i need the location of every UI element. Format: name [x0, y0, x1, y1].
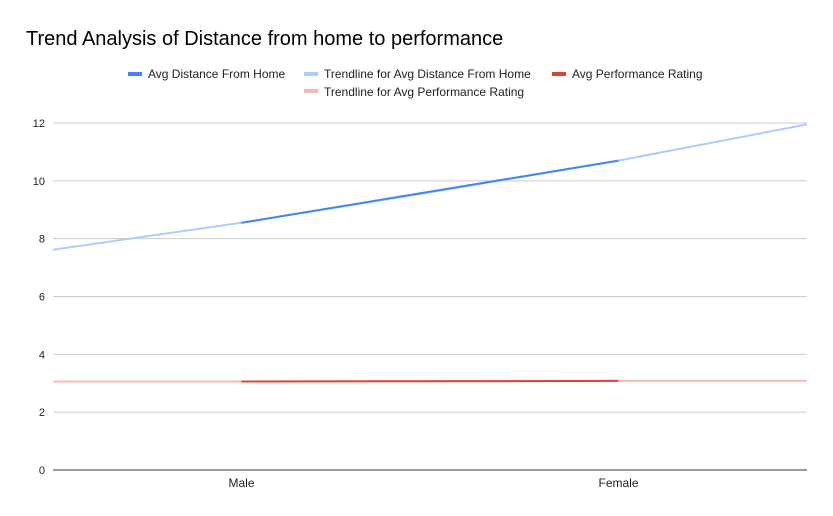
- trendline-0: [52, 123, 808, 251]
- legend-label-trend-distance: Trendline for Avg Distance From Home: [324, 67, 531, 81]
- series-line-1: [241, 379, 619, 383]
- y-tick-label: 2: [39, 407, 45, 419]
- x-category-label: Female: [598, 476, 638, 490]
- gridlines: [53, 122, 807, 471]
- legend-swatch-avg-performance: [552, 72, 566, 76]
- series-line-0: [241, 159, 619, 224]
- x-category-label: Male: [228, 476, 254, 490]
- legend-swatch-trend-performance: [304, 89, 318, 93]
- legend-label-avg-performance: Avg Performance Rating: [572, 67, 703, 81]
- legend-label-avg-distance: Avg Distance From Home: [148, 67, 285, 81]
- y-tick-label: 8: [39, 234, 45, 246]
- legend-swatch-trend-distance: [304, 72, 318, 76]
- y-axis-ticks: 0 2 4 6 8 10 12: [33, 118, 45, 477]
- y-tick-label: 4: [39, 349, 45, 361]
- y-tick-label: 0: [39, 465, 45, 477]
- y-tick-label: 10: [33, 176, 45, 188]
- legend: Avg Distance From Home Trendline for Avg…: [128, 67, 703, 99]
- legend-swatch-avg-distance: [128, 72, 142, 76]
- y-tick-label: 6: [39, 292, 45, 304]
- x-axis-categories: Male Female: [228, 476, 638, 490]
- chart-title: Trend Analysis of Distance from home to …: [26, 28, 503, 50]
- plot-lines: [52, 123, 808, 383]
- y-tick-label: 12: [33, 118, 45, 130]
- legend-label-trend-performance: Trendline for Avg Performance Rating: [324, 85, 524, 99]
